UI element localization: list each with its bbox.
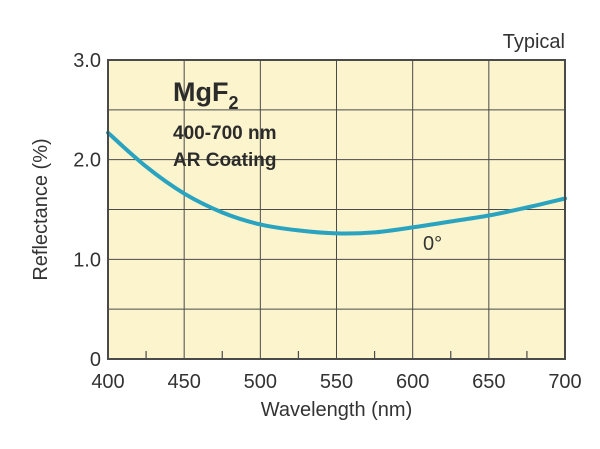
- series-label-0deg: 0°: [423, 233, 442, 255]
- y-tick-label: 0: [90, 349, 101, 371]
- x-tick-label: 700: [548, 371, 581, 393]
- y-tick-label: 2.0: [73, 150, 101, 172]
- material-subscript: 2: [228, 93, 238, 113]
- y-tick-labels: 0 1.0 2.0 3.0: [73, 50, 101, 371]
- x-tick-label: 650: [472, 371, 505, 393]
- x-tick-label: 600: [396, 371, 429, 393]
- minor-tick-marks: [145, 351, 528, 359]
- y-tick-label: 3.0: [73, 50, 101, 72]
- x-tick-label: 500: [244, 371, 277, 393]
- x-tick-label: 550: [320, 371, 353, 393]
- annotation-coating: AR Coating: [173, 150, 276, 171]
- annotation-material: MgF2: [173, 77, 239, 113]
- typical-note: Typical: [503, 31, 565, 53]
- series-line-0deg: [106, 130, 567, 236]
- x-tick-label: 450: [167, 371, 200, 393]
- annotation-range: 400-700 nm: [173, 123, 277, 144]
- y-tick-label: 1.0: [73, 249, 101, 271]
- y-axis-title: Reflectance (%): [30, 138, 52, 280]
- x-axis-title: Wavelength (nm): [261, 399, 413, 421]
- x-tick-labels: 400 450 500 550 600 650 700: [91, 371, 581, 393]
- x-tick-label: 400: [91, 371, 124, 393]
- plot-frame: [107, 59, 566, 360]
- material-name: MgF: [173, 77, 228, 107]
